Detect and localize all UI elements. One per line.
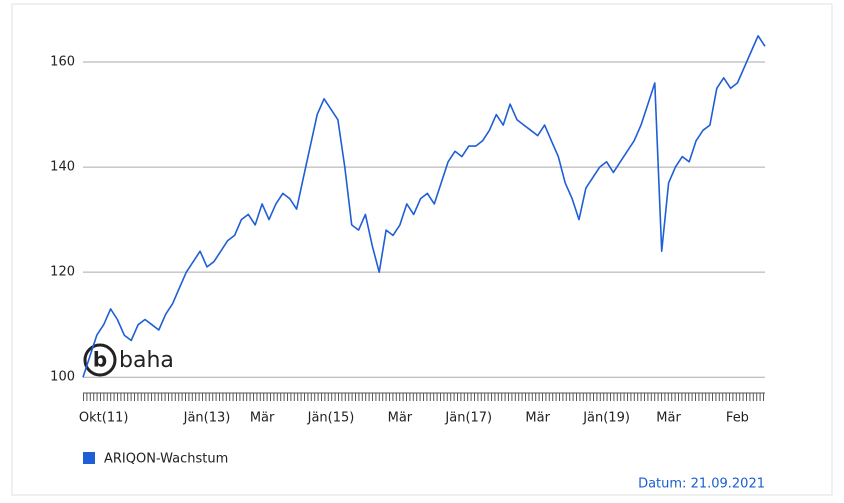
y-tick-label: 120 xyxy=(50,265,75,280)
x-tick-label: Mär xyxy=(525,411,550,426)
x-tick-label: Mär xyxy=(388,411,413,426)
x-tick-label: Jän(15) xyxy=(307,411,355,426)
x-tick-label: Jän(17) xyxy=(444,411,492,426)
svg-text:b: b xyxy=(93,348,107,372)
date-label: Datum: 21.09.2021 xyxy=(638,477,765,492)
legend-swatch xyxy=(83,452,95,464)
y-tick-label: 100 xyxy=(50,370,75,385)
x-tick-label: Mär xyxy=(656,411,681,426)
logo: b baha xyxy=(83,343,174,377)
series-line xyxy=(82,35,766,378)
logo-text: baha xyxy=(119,348,174,373)
y-tick-label: 140 xyxy=(50,160,75,175)
x-tick-label: Okt(11) xyxy=(79,411,129,426)
x-tick-label: Mär xyxy=(250,411,275,426)
x-tick-label: Jän(13) xyxy=(183,411,231,426)
y-tick-label: 160 xyxy=(50,55,75,70)
frame xyxy=(11,3,833,496)
axis-ticks xyxy=(83,393,765,401)
legend-label: ARIQON-Wachstum xyxy=(104,452,228,467)
x-tick-label: Jän(19) xyxy=(582,411,630,426)
x-tick-label: Feb xyxy=(726,411,749,426)
